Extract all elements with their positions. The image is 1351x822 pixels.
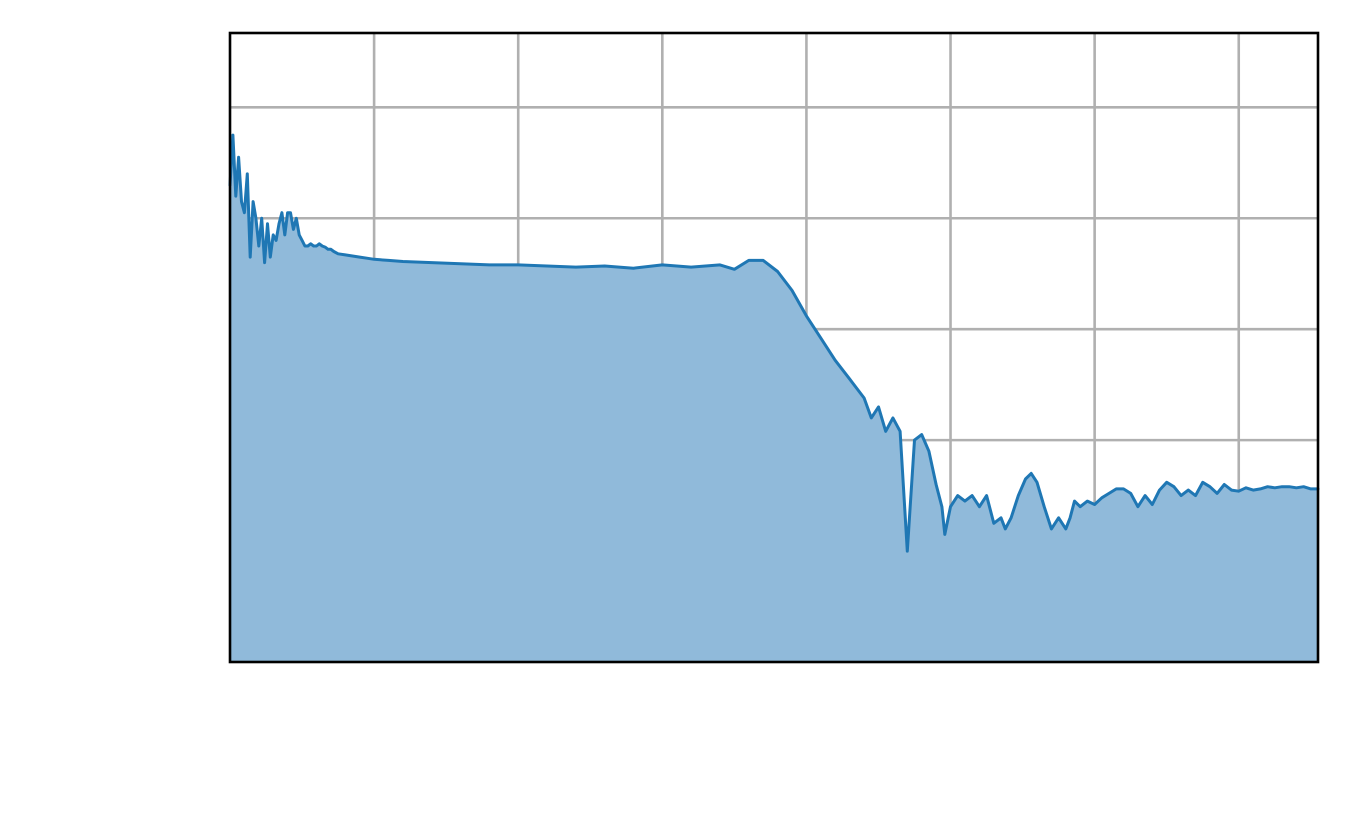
series-line	[228, 133, 1320, 553]
area-fill	[230, 135, 1318, 663]
plot-frame	[228, 31, 1320, 664]
